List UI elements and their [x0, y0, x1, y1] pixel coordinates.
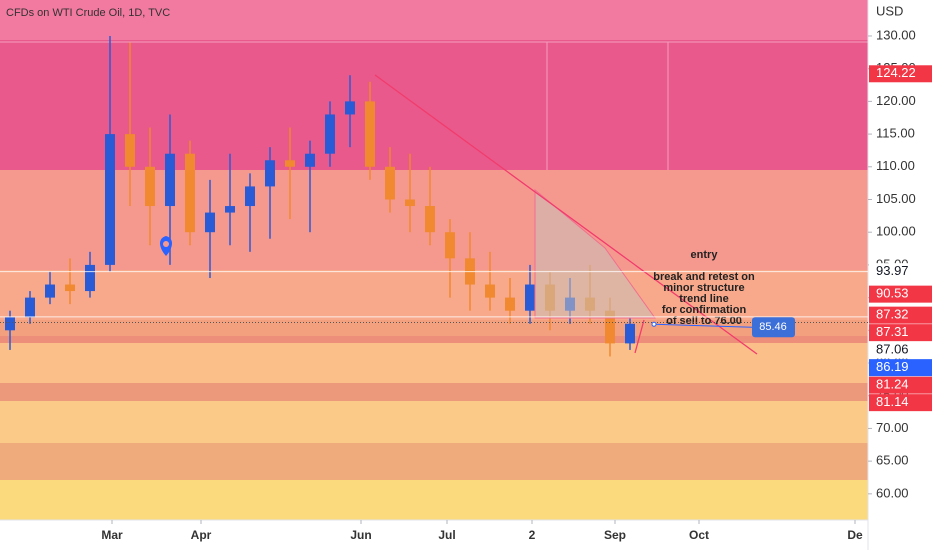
- x-tick-label: Sep: [604, 528, 626, 542]
- price-badge-label: 93.97: [876, 263, 909, 278]
- drawings: [160, 74, 758, 355]
- price-badge: [869, 341, 932, 359]
- annotation: break and retest on: [653, 271, 755, 283]
- x-tick-label: Jul: [438, 528, 455, 542]
- candle-body: [485, 284, 495, 298]
- candle-body: [445, 232, 455, 259]
- price-badge: [869, 359, 932, 377]
- y-tick-label: 105.00: [876, 191, 916, 206]
- x-tick-label: Jun: [350, 528, 371, 542]
- candle-body: [345, 101, 355, 115]
- chart-title: CFDs on WTI Crude Oil, 1D, TVC: [6, 7, 170, 19]
- annotation: entry: [691, 249, 719, 261]
- x-tick-label: 2: [529, 528, 536, 542]
- candle-body: [105, 134, 115, 265]
- price-badge-label: 87.06: [876, 342, 909, 357]
- candle-body: [265, 160, 275, 187]
- y-tick-label: 120.00: [876, 93, 916, 108]
- candle-body: [205, 212, 215, 233]
- x-tick-label: Apr: [191, 528, 212, 542]
- annotation: trend line: [679, 293, 729, 305]
- candle-body: [65, 284, 75, 292]
- price-badge-label: 90.53: [876, 286, 909, 301]
- price-badge-label: 81.24: [876, 377, 909, 392]
- marker-dot: [651, 321, 657, 327]
- price-badge-label: 87.32: [876, 307, 909, 322]
- marker-box: [752, 317, 795, 338]
- price-badge: [869, 285, 932, 303]
- y-tick-label: 65.00: [876, 453, 909, 468]
- price-badge: [869, 324, 932, 342]
- candle-body: [605, 310, 615, 344]
- price-badge: [869, 376, 932, 394]
- candle-body: [185, 153, 195, 233]
- y-tick-label: 110.00: [876, 158, 915, 173]
- annotation: for confirmation: [662, 304, 747, 316]
- candle-body: [425, 206, 435, 233]
- candle-body: [25, 297, 35, 318]
- price-badge: [869, 306, 932, 324]
- y-tick-label: 100.00: [876, 224, 916, 239]
- candle-body: [45, 284, 55, 298]
- marker-label: 85.46: [759, 321, 787, 333]
- y-tick-label: 115.00: [876, 126, 915, 141]
- annotation: of sell to 76.00: [666, 315, 742, 327]
- y-axis-label: USD: [876, 3, 903, 18]
- candle-body: [165, 153, 175, 207]
- x-tick-label: Oct: [689, 528, 709, 542]
- candle-body: [625, 323, 635, 344]
- y-tick-label: 70.00: [876, 420, 909, 435]
- candle-body: [305, 153, 315, 167]
- candle-body: [85, 264, 95, 292]
- price-badge-label: 86.19: [876, 359, 909, 374]
- candle-body: [525, 284, 535, 311]
- x-tick-label: De: [847, 528, 863, 542]
- y-tick-label: 130.00: [876, 27, 916, 42]
- x-tick-label: Mar: [101, 528, 123, 542]
- annotation: minor structure: [663, 282, 744, 294]
- price-badge: [869, 65, 932, 83]
- price-badge-label: 87.31: [876, 324, 909, 339]
- y-tick-label: 60.00: [876, 485, 909, 500]
- candle-body: [505, 297, 515, 311]
- candle-body: [385, 166, 395, 200]
- marker-line: [653, 323, 753, 328]
- candle-body: [325, 114, 335, 154]
- candle-body: [5, 317, 15, 331]
- price-badge: [869, 263, 932, 281]
- price-badge-label: 124.22: [876, 65, 916, 80]
- candle-body: [365, 101, 375, 167]
- candle-body: [285, 160, 295, 167]
- price-badge-label: 81.14: [876, 394, 909, 409]
- price-badge: [869, 394, 932, 412]
- candle-body: [125, 134, 135, 167]
- candle-body: [245, 186, 255, 207]
- candle-body: [145, 166, 155, 207]
- candle-body: [225, 206, 235, 213]
- candle-body: [405, 199, 415, 207]
